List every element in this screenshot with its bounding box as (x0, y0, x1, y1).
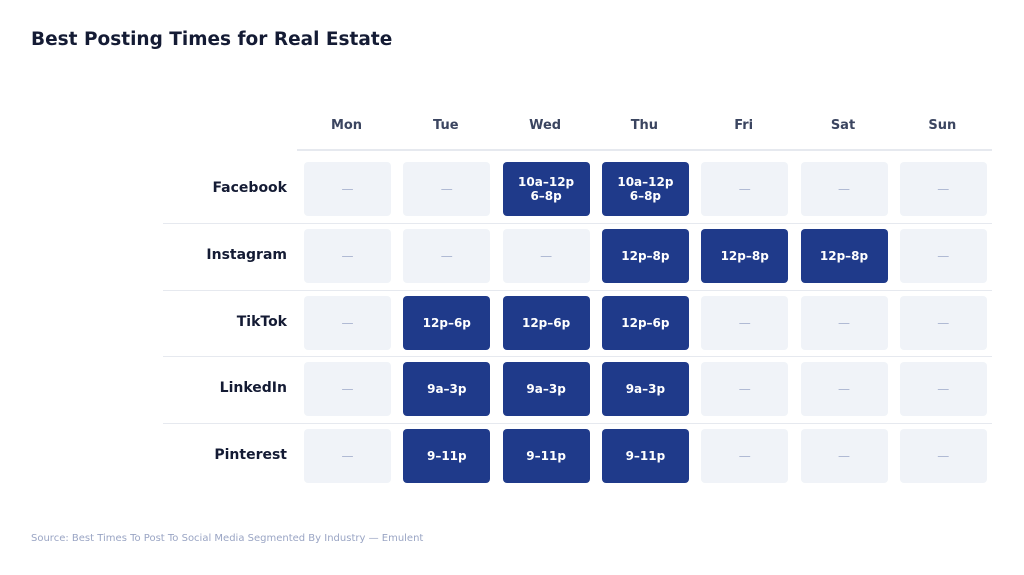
empty-cell: — (304, 228, 391, 283)
empty-cell: — (899, 295, 987, 350)
empty-cell: — (304, 362, 391, 417)
column-header-fri: Fri (734, 118, 754, 133)
empty-cell: — (304, 429, 391, 484)
time-slot-cell: 10a–12p 6–8p (601, 162, 689, 216)
time-slot-cell: 10a–12p 6–8p (502, 162, 590, 216)
row-divider (163, 289, 992, 291)
time-slot-cell: 9a–3p (502, 362, 590, 417)
column-header-sun: Sun (928, 118, 957, 133)
time-slot-cell: 12p–6p (601, 295, 689, 350)
empty-cell: — (899, 362, 987, 417)
empty-cell: — (800, 362, 888, 417)
empty-cell: — (899, 162, 987, 216)
column-header-mon: Mon (330, 118, 363, 133)
time-slot-cell: 12p–8p (800, 228, 888, 283)
column-header-tue: Tue (433, 118, 459, 133)
empty-cell: — (701, 429, 789, 484)
time-slot-cell: 9–11p (601, 429, 689, 484)
empty-cell: — (403, 162, 491, 216)
time-slot-cell: 12p–8p (601, 228, 689, 283)
empty-cell: — (800, 295, 888, 350)
row-label-pinterest: Pinterest (214, 447, 287, 464)
time-slot-cell: 9a–3p (601, 362, 689, 417)
row-divider (163, 423, 992, 425)
empty-cell: — (701, 362, 789, 417)
time-slot-cell: 12p–6p (502, 295, 590, 350)
time-slot-cell: 12p–6p (403, 295, 491, 350)
column-header-thu: Thu (630, 118, 659, 133)
source-note: Source: Best Times To Post To Social Med… (31, 533, 424, 544)
empty-cell: — (403, 228, 491, 283)
header-divider (297, 149, 992, 151)
empty-cell: — (701, 162, 789, 216)
empty-cell: — (701, 295, 789, 350)
row-label-linkedin: LinkedIn (219, 380, 287, 397)
time-slot-cell: 9a–3p (403, 362, 491, 417)
empty-cell: — (800, 429, 888, 484)
column-header-wed: Wed (529, 118, 562, 133)
empty-cell: — (304, 295, 391, 350)
time-slot-cell: 9–11p (403, 429, 491, 484)
row-divider (163, 222, 992, 224)
row-divider (163, 356, 992, 358)
row-label-tiktok: TikTok (236, 313, 287, 330)
chart-title: Best Posting Times for Real Estate (31, 29, 393, 50)
empty-cell: — (899, 429, 987, 484)
time-slot-cell: 12p–8p (701, 228, 789, 283)
column-header-sat: Sat (830, 118, 856, 133)
empty-cell: — (304, 162, 391, 216)
row-label-facebook: Facebook (212, 180, 287, 196)
row-label-instagram: Instagram (206, 246, 287, 263)
empty-cell: — (800, 162, 888, 216)
time-slot-cell: 9–11p (502, 429, 590, 484)
empty-cell: — (502, 228, 590, 283)
empty-cell: — (899, 228, 987, 283)
